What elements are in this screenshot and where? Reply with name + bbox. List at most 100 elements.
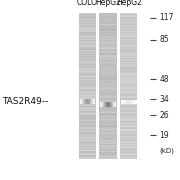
Bar [79, 114, 96, 115]
Bar [79, 16, 96, 17]
Text: 19: 19 [159, 130, 169, 140]
Bar [120, 50, 137, 51]
Bar [79, 156, 96, 157]
Bar [79, 109, 96, 110]
Bar [120, 90, 137, 91]
Bar [120, 125, 137, 126]
Bar [120, 136, 137, 137]
Bar [79, 45, 96, 46]
Bar [81, 99, 82, 104]
Bar [79, 150, 96, 151]
Bar [79, 59, 96, 60]
Bar [99, 79, 117, 80]
Bar [99, 43, 117, 44]
Bar [101, 102, 102, 107]
Bar [120, 131, 137, 132]
Bar [99, 18, 117, 19]
Bar [99, 103, 117, 104]
Bar [99, 32, 117, 33]
Bar [79, 126, 96, 127]
Bar [123, 100, 124, 103]
Bar [112, 102, 113, 107]
Bar [99, 123, 117, 124]
Bar [99, 64, 117, 65]
Bar [79, 128, 96, 129]
Bar [99, 104, 117, 105]
Bar [120, 97, 137, 98]
Bar [99, 105, 117, 106]
Bar [99, 67, 117, 68]
Bar [79, 45, 96, 46]
Bar [99, 78, 117, 79]
Bar [99, 82, 117, 83]
Bar [79, 152, 96, 153]
Bar [120, 64, 137, 65]
Bar [120, 84, 137, 85]
Bar [79, 111, 96, 112]
Bar [120, 111, 137, 112]
Bar [133, 100, 134, 103]
Bar [99, 102, 117, 103]
Bar [99, 87, 117, 88]
Bar [120, 147, 137, 148]
Bar [99, 118, 117, 119]
Bar [99, 157, 117, 158]
Bar [120, 83, 137, 84]
Bar [99, 29, 117, 30]
Bar [79, 38, 96, 39]
Bar [79, 83, 96, 84]
Bar [99, 53, 117, 54]
Bar [99, 133, 117, 134]
Bar [79, 17, 96, 18]
Bar [79, 100, 96, 101]
Bar [79, 26, 96, 27]
Bar [120, 87, 137, 88]
Bar [120, 76, 137, 77]
Bar [99, 31, 117, 32]
Bar [79, 99, 96, 100]
Bar [120, 99, 137, 100]
Bar [79, 96, 96, 97]
Bar [99, 20, 117, 21]
Bar [120, 126, 137, 127]
Bar [99, 123, 117, 124]
Bar [99, 88, 117, 89]
Bar [79, 29, 96, 30]
Bar [115, 102, 116, 107]
Bar [132, 100, 133, 103]
Bar [99, 83, 117, 84]
Bar [99, 110, 117, 111]
Bar [99, 60, 117, 61]
Bar [99, 149, 117, 150]
Bar [99, 31, 117, 32]
Bar [79, 41, 96, 42]
Bar [120, 126, 137, 127]
Bar [99, 61, 117, 62]
Bar [99, 96, 117, 97]
Bar [79, 24, 96, 25]
Bar [79, 122, 96, 123]
Bar [120, 94, 137, 95]
Bar [120, 123, 137, 124]
Bar [79, 37, 96, 38]
Bar [79, 101, 96, 102]
Bar [79, 107, 96, 108]
Bar [120, 105, 137, 106]
Bar [79, 85, 96, 86]
Bar [99, 100, 117, 101]
Bar [120, 26, 137, 27]
Bar [110, 102, 111, 107]
Bar [99, 153, 117, 154]
Bar [120, 128, 137, 129]
Bar [99, 55, 117, 56]
Bar [120, 115, 137, 116]
Bar [99, 56, 117, 57]
Bar [120, 65, 137, 66]
Bar [120, 83, 137, 84]
Bar [79, 49, 96, 50]
Bar [79, 86, 96, 87]
Bar [120, 60, 137, 61]
Text: 117: 117 [159, 14, 174, 22]
Bar [79, 120, 96, 121]
Bar [79, 56, 96, 57]
